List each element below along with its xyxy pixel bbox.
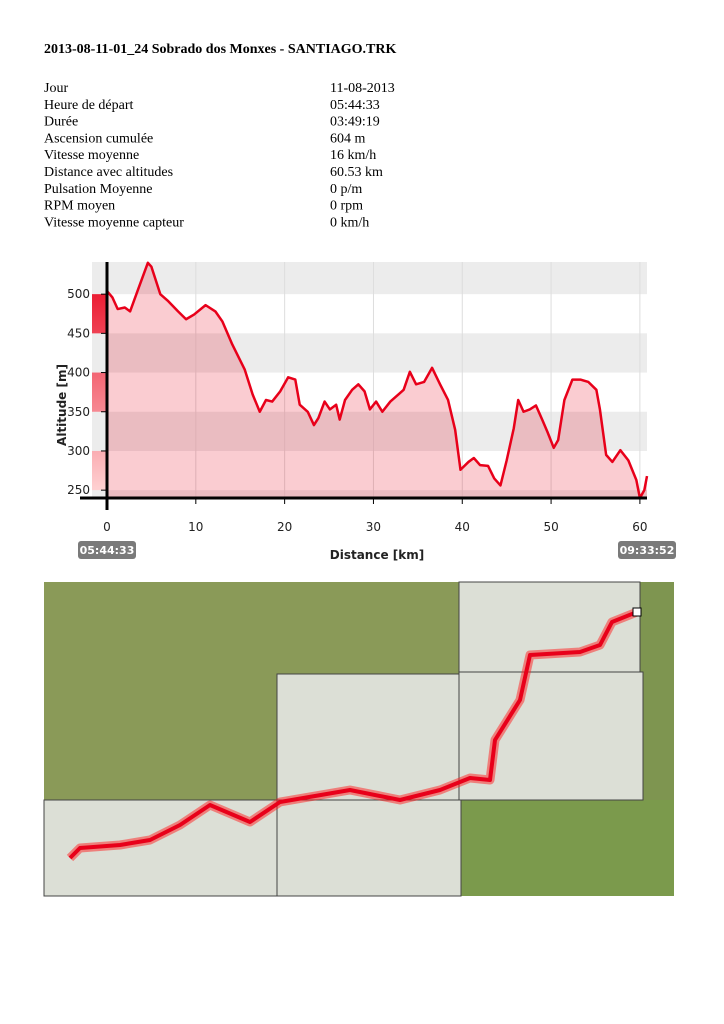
line — [106, 261, 649, 500]
stat-label: Durée — [44, 115, 78, 130]
stat-label: Vitesse moyenne — [44, 148, 139, 163]
map-tile — [276, 673, 460, 801]
stat-value: 16 km/h — [330, 148, 376, 163]
stat-value: 03:49:19 — [330, 115, 380, 130]
grid-band — [92, 333, 647, 373]
grid-band — [92, 490, 647, 498]
stat-value: 11-08-2013 — [330, 81, 395, 96]
stat-value: 60.53 km — [330, 165, 383, 180]
y-tick-label: 500 — [67, 287, 90, 301]
grid-band — [92, 262, 647, 295]
x-tick-label: 10 — [188, 520, 203, 534]
altitude-chart: 250 300 350 400 450 500 0 10 20 30 40 50 60 Distance … — [55, 261, 676, 562]
route-map — [43, 581, 674, 897]
stat-value: 0 rpm — [330, 199, 363, 214]
y-tick-label: 250 — [67, 483, 90, 497]
stat-value: 604 m — [330, 131, 366, 146]
stat-label: Distance avec altitudes — [44, 165, 173, 180]
x-axis-label: Distance [km] — [330, 548, 424, 562]
stat-label: Vitesse moyenne capteur — [44, 215, 184, 230]
time-badge — [618, 541, 676, 559]
map-terrain — [461, 800, 674, 896]
stat-value: 0 km/h — [330, 215, 369, 230]
stats-table: Jour 11-08-2013 Heure de départ 05:44:33 Dur… — [44, 81, 395, 230]
stat-value: 0 p/m — [330, 182, 362, 197]
route — [68, 610, 638, 860]
altitude-gradient-bar — [92, 262, 107, 498]
stat-label: Ascension cumulée — [44, 131, 153, 146]
time-label: 09:33:52 — [620, 544, 675, 557]
stat-label: Pulsation Moyenne — [44, 182, 153, 197]
y-tick-label: 400 — [67, 366, 90, 380]
time-label: 05:44:33 — [80, 544, 135, 557]
x-tick-label: 40 — [455, 520, 470, 534]
map-tile — [276, 799, 462, 897]
x-tick-label: 30 — [366, 520, 381, 534]
x-tick-label: 20 — [277, 520, 292, 534]
x-tick-label: 0 — [103, 520, 111, 534]
x-tick-label: 50 — [543, 520, 558, 534]
y-axis-label: Altitude [m] — [55, 364, 69, 446]
y-tick-label: 350 — [67, 405, 90, 419]
stat-label: RPM moyen — [44, 199, 115, 214]
stat-label: Heure de départ — [44, 98, 134, 113]
y-tick-label: 450 — [67, 326, 90, 340]
time-badge — [78, 541, 136, 559]
x-tick-label: 60 — [632, 520, 647, 534]
start-marker — [632, 607, 642, 617]
title: 2013-08-11-01_24 Sobrado dos Monxes - SA… — [44, 42, 396, 57]
y-tick-label: 300 — [67, 444, 90, 458]
stat-value: 05:44:33 — [330, 98, 380, 113]
stat-label: Jour — [44, 81, 68, 96]
